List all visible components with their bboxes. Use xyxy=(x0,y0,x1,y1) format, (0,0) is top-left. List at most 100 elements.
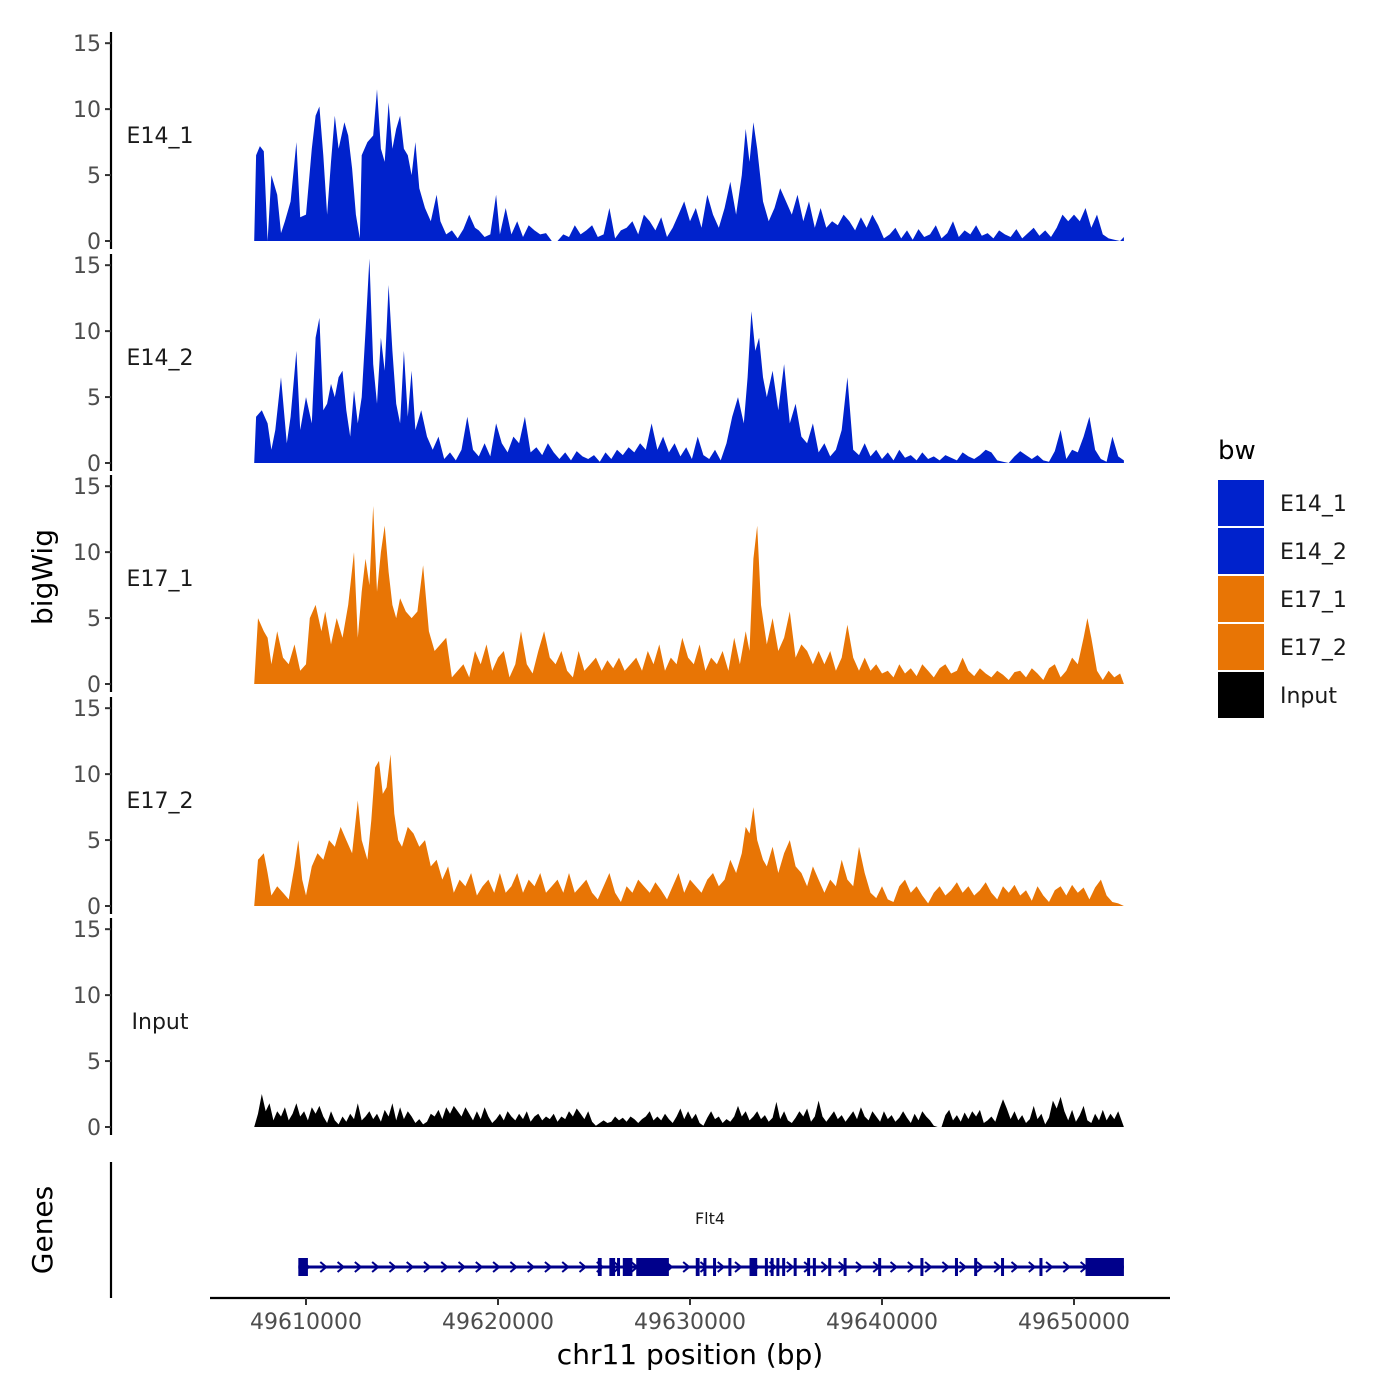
legend-title: bw xyxy=(1218,436,1256,466)
gene-exon xyxy=(703,1258,707,1276)
strand-arrow xyxy=(855,1261,864,1273)
y-tick-label: 5 xyxy=(87,1050,101,1075)
y-tick-label: 15 xyxy=(73,32,101,57)
gene-track: Genes Flt4 xyxy=(26,1162,1124,1298)
strand-arrow xyxy=(889,1261,899,1273)
x-tick-label: 49610000 xyxy=(250,1310,362,1335)
legend-label: Input xyxy=(1280,684,1337,709)
strand-arrow xyxy=(907,1261,916,1273)
strand-arrow xyxy=(941,1261,950,1273)
track-panel-e17-1: 0 5 10 15 E17_1 xyxy=(73,475,1124,698)
strand-arrow xyxy=(1010,1261,1020,1273)
coverage-area-e14-2 xyxy=(254,258,1124,463)
gene-exon xyxy=(974,1258,978,1276)
y-tick-label: 15 xyxy=(73,697,101,722)
gene-exon xyxy=(617,1258,621,1276)
strand-arrow xyxy=(1028,1261,1037,1273)
strand-arrow xyxy=(475,1261,484,1273)
strand-arrow xyxy=(509,1261,518,1273)
y-tick-label: 0 xyxy=(87,673,101,698)
track-label: E14_1 xyxy=(127,124,194,149)
coverage-area-input xyxy=(254,1094,1124,1127)
gene-exon xyxy=(622,1258,633,1276)
gene-exon xyxy=(793,1258,797,1276)
gene-exon xyxy=(920,1258,924,1276)
x-axis: 49610000 49620000 49630000 49640000 49650000… xyxy=(210,1296,1170,1371)
strand-arrow xyxy=(354,1261,363,1273)
strand-arrow xyxy=(682,1261,691,1273)
legend-item: E14_2 xyxy=(1218,528,1347,574)
legend-items: E14_1 E14_2 E17_1 E17_2 Input xyxy=(1218,480,1347,718)
track-label: E14_2 xyxy=(127,346,194,371)
track-panel-e14-2: 0 5 10 15 E14_2 xyxy=(73,254,1124,477)
strand-arrow xyxy=(1062,1261,1071,1273)
legend-key xyxy=(1218,624,1264,670)
track-label: Input xyxy=(132,1010,189,1035)
strand-arrow xyxy=(717,1261,726,1273)
x-tick-label: 49650000 xyxy=(1018,1310,1130,1335)
legend-label: E14_1 xyxy=(1280,492,1347,517)
x-tick-label: 49630000 xyxy=(634,1310,746,1335)
y-tick-label: 10 xyxy=(73,320,101,345)
strand-arrow xyxy=(388,1261,397,1273)
coverage-area-e14-1 xyxy=(254,89,1124,241)
strand-arrow xyxy=(336,1261,346,1273)
y-tick-label: 15 xyxy=(73,254,101,279)
y-tick-label: 0 xyxy=(87,895,101,920)
legend-label: E17_1 xyxy=(1280,588,1347,613)
strand-arrow xyxy=(976,1261,985,1273)
y-tick-label: 5 xyxy=(87,164,101,189)
strand-arrow xyxy=(492,1261,501,1273)
y-tick-label: 5 xyxy=(87,607,101,632)
track-label: E17_2 xyxy=(127,789,194,814)
legend-key xyxy=(1218,528,1264,574)
gene-exon xyxy=(1039,1258,1043,1276)
track-panel-e14-1: 0 5 10 15 E14_1 xyxy=(73,32,1124,255)
strand-arrow xyxy=(526,1261,536,1273)
gene-exon xyxy=(597,1258,602,1276)
gene-exon xyxy=(828,1258,832,1276)
strand-arrow xyxy=(371,1261,380,1273)
strand-arrow xyxy=(457,1261,467,1273)
gene-exon xyxy=(954,1258,958,1276)
y-tick-label: 10 xyxy=(73,763,101,788)
strand-arrow xyxy=(406,1261,415,1273)
gene-name-label: Flt4 xyxy=(695,1209,725,1228)
gene-model xyxy=(298,1258,1124,1276)
coverage-area-e17-1 xyxy=(254,506,1124,684)
strand-arrow xyxy=(734,1261,743,1273)
coverage-area-e17-2 xyxy=(254,754,1124,906)
y-tick-label: 15 xyxy=(73,475,101,500)
strand-arrow xyxy=(1045,1261,1054,1273)
gene-exon xyxy=(609,1258,616,1276)
strand-arrow xyxy=(544,1261,553,1273)
strand-arrow xyxy=(440,1261,449,1273)
y-tick-label: 5 xyxy=(87,386,101,411)
strand-arrow xyxy=(924,1261,933,1273)
gene-exon xyxy=(749,1258,758,1276)
x-axis-ticks: 49610000 49620000 49630000 49640000 49650000 xyxy=(250,1298,1130,1335)
x-tick-label: 49640000 xyxy=(826,1310,938,1335)
gene-exon xyxy=(636,1258,669,1276)
track-panels: 0 5 10 15 E14_1 0 5 10 15 E14_2 0 5 10 15 E17_1 0 5 10 15 E… xyxy=(73,32,1124,1141)
legend-label: E14_2 xyxy=(1280,540,1347,565)
strand-arrow xyxy=(786,1261,795,1273)
gene-exon xyxy=(843,1258,847,1276)
gene-exon xyxy=(298,1258,308,1276)
gene-exon xyxy=(1001,1258,1005,1276)
y-tick-label: 0 xyxy=(87,230,101,255)
legend-item: E17_2 xyxy=(1218,624,1347,670)
y-tick-label: 0 xyxy=(87,452,101,477)
gene-exon xyxy=(713,1258,717,1276)
legend-label: E17_2 xyxy=(1280,636,1347,661)
strand-arrow xyxy=(958,1261,968,1273)
legend-item: E17_1 xyxy=(1218,576,1347,622)
track-label: E17_1 xyxy=(127,567,194,592)
y-tick-label: 10 xyxy=(73,984,101,1009)
y-tick-label: 0 xyxy=(87,1116,101,1141)
gene-exon xyxy=(1085,1258,1124,1276)
legend-item: E14_1 xyxy=(1218,480,1347,526)
y-tick-label: 15 xyxy=(73,918,101,943)
y-axis-title: bigWig xyxy=(26,529,59,625)
